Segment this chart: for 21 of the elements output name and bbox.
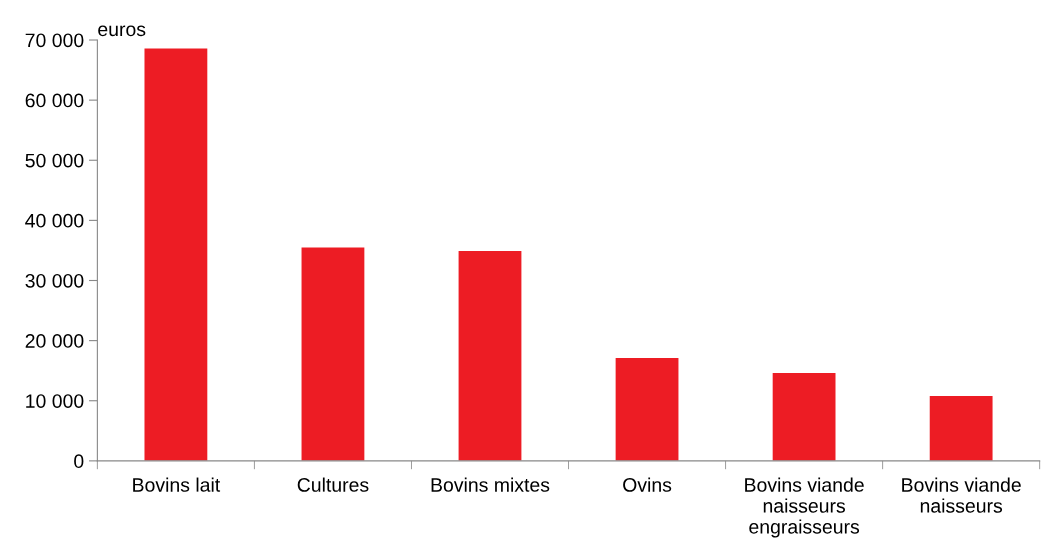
- x-tick-label: Bovins mixtes: [431, 477, 550, 492]
- x-tick-label: Bovins viande naisseurs: [902, 477, 1021, 513]
- y-tick-label: 0: [74, 454, 84, 469]
- y-tick-label: 50 000: [25, 153, 84, 168]
- x-tick-label: Bovins lait: [133, 477, 221, 492]
- y-tick-label: 10 000: [26, 394, 84, 408]
- bar: [144, 48, 208, 461]
- y-tick-label: 30 000: [25, 273, 84, 288]
- x-tick-label: Ovins: [623, 477, 672, 492]
- bar: [772, 373, 836, 461]
- x-tick-label: Cultures: [297, 477, 369, 492]
- bar: [929, 395, 993, 461]
- y-tick-label: 70 000: [25, 33, 84, 48]
- y-axis-title: euros: [98, 25, 146, 37]
- bar: [458, 251, 522, 461]
- y-tick-label: 20 000: [25, 334, 84, 348]
- y-tick-label: 40 000: [25, 213, 84, 228]
- bar: [615, 358, 679, 461]
- x-tick-label: Bovins viande naisseurs engraisseurs: [745, 477, 864, 538]
- y-tick-label: 60 000: [25, 93, 84, 108]
- bar: [301, 247, 365, 461]
